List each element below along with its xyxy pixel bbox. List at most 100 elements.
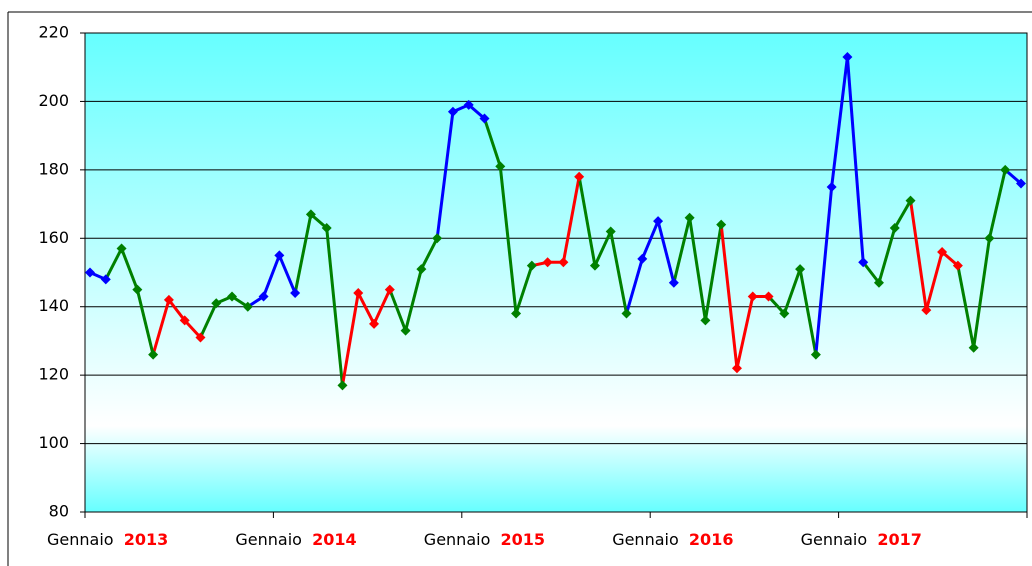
line-segment	[167, 298, 186, 322]
y-tick-label: 200	[38, 91, 69, 110]
x-tick-label: Gennaio 2017	[801, 530, 922, 549]
line-segment	[862, 261, 881, 284]
line-segment	[735, 296, 755, 369]
point-marker	[937, 246, 948, 257]
point-marker	[747, 291, 758, 302]
point-marker	[416, 264, 427, 275]
line-segment	[593, 230, 613, 267]
y-tick-label: 120	[38, 365, 69, 384]
line-segment	[972, 238, 991, 348]
line-segment	[956, 265, 976, 349]
point-marker	[779, 308, 790, 319]
x-month: Gennaio	[801, 530, 868, 549]
line-segment	[924, 251, 944, 311]
line-segment	[356, 292, 376, 325]
point-marker	[653, 216, 664, 227]
y-tick-label: 80	[49, 502, 69, 521]
line-segment	[798, 268, 818, 355]
point-marker	[621, 308, 632, 319]
point-marker	[542, 257, 553, 268]
x-year: 2017	[877, 530, 922, 549]
line-segment	[104, 247, 123, 281]
line-segment	[120, 248, 139, 291]
point-marker	[763, 291, 774, 302]
line-segment	[325, 227, 344, 386]
point-marker	[274, 250, 285, 261]
line-segment	[656, 220, 676, 284]
y-tick-label: 180	[38, 159, 69, 178]
line-segment	[703, 224, 723, 321]
point-marker	[242, 301, 253, 312]
line-segment	[625, 258, 644, 314]
line-segment	[845, 56, 865, 263]
line-segment	[577, 176, 597, 266]
point-marker	[574, 171, 585, 182]
line-segment	[483, 118, 502, 167]
line-segment	[719, 224, 739, 369]
y-tick-label: 100	[38, 433, 69, 452]
point-marker	[337, 380, 348, 391]
line-segment	[782, 268, 802, 315]
point-marker	[211, 298, 222, 309]
point-marker	[1016, 178, 1026, 189]
point-marker	[716, 219, 727, 230]
line-segment	[183, 319, 202, 339]
point-marker	[668, 277, 679, 288]
point-marker	[858, 257, 869, 268]
point-marker	[321, 223, 332, 234]
point-marker	[921, 305, 932, 316]
point-marker	[305, 209, 316, 220]
line-segment	[372, 288, 392, 325]
point-marker	[195, 332, 206, 343]
line-segment	[561, 176, 581, 263]
x-year: 2013	[124, 530, 169, 549]
x-year: 2016	[689, 530, 734, 549]
point-marker	[558, 257, 569, 268]
point-marker	[968, 342, 979, 353]
line-segment	[277, 254, 297, 294]
x-tick-label: Gennaio 2014	[235, 530, 356, 549]
point-marker	[116, 243, 127, 254]
point-marker	[731, 363, 742, 374]
point-marker	[353, 288, 364, 299]
line-segment	[609, 231, 628, 314]
point-marker	[369, 318, 380, 329]
point-marker	[100, 274, 111, 285]
x-tick-label: Gennaio 2015	[424, 530, 545, 549]
point-marker	[684, 212, 695, 223]
point-marker	[227, 291, 238, 302]
line-segment	[404, 268, 423, 332]
x-month: Gennaio	[235, 530, 302, 549]
y-tick-label: 220	[38, 23, 69, 42]
point-marker	[826, 181, 837, 192]
point-marker	[463, 99, 474, 110]
point-marker	[810, 349, 821, 360]
line-segment	[420, 237, 439, 270]
line-segment	[151, 299, 171, 356]
point-marker	[85, 267, 95, 278]
x-tick-label: Gennaio 2013	[47, 530, 168, 549]
plot-area	[84, 32, 1028, 513]
point-marker	[700, 315, 711, 326]
line-segment	[435, 111, 455, 239]
point-marker	[873, 277, 884, 288]
point-marker	[905, 195, 916, 206]
line-segment	[514, 265, 534, 315]
point-marker	[384, 284, 395, 295]
line-segment	[893, 199, 912, 229]
point-marker	[605, 226, 616, 237]
y-tick-label: 140	[38, 296, 69, 315]
x-year: 2014	[312, 530, 357, 549]
x-year: 2015	[501, 530, 546, 549]
point-marker	[400, 325, 411, 336]
point-marker	[795, 264, 806, 275]
point-marker	[889, 223, 900, 234]
line-segment	[135, 289, 155, 355]
point-marker	[479, 113, 490, 124]
x-tick-label: Gennaio 2016	[612, 530, 733, 549]
point-marker	[526, 260, 537, 271]
x-month: Gennaio	[612, 530, 679, 549]
point-marker	[495, 161, 506, 172]
x-month: Gennaio	[47, 530, 114, 549]
